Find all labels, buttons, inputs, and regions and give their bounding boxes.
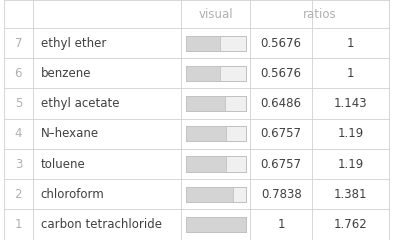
Text: 3: 3 — [15, 157, 22, 171]
Bar — [186, 187, 233, 202]
Text: carbon tetrachloride: carbon tetrachloride — [40, 218, 162, 231]
Text: 2: 2 — [15, 188, 22, 201]
Bar — [186, 36, 220, 51]
Text: 1.19: 1.19 — [338, 127, 364, 140]
Text: 0.6486: 0.6486 — [261, 97, 302, 110]
Text: toluene: toluene — [40, 157, 85, 171]
Bar — [186, 66, 246, 81]
Text: 0.5676: 0.5676 — [261, 36, 302, 50]
Text: 4: 4 — [15, 127, 22, 140]
Bar — [186, 66, 220, 81]
Text: visual: visual — [198, 8, 233, 21]
Text: ratios: ratios — [303, 8, 336, 21]
Bar — [186, 36, 246, 51]
Text: 1: 1 — [347, 36, 354, 50]
Text: 1: 1 — [15, 218, 22, 231]
Bar — [186, 126, 246, 141]
Bar — [186, 217, 246, 232]
Text: chloroform: chloroform — [40, 188, 104, 201]
Text: 0.6757: 0.6757 — [261, 127, 302, 140]
Text: 1.381: 1.381 — [334, 188, 367, 201]
Bar — [186, 156, 246, 172]
Bar — [186, 217, 246, 232]
Text: 1: 1 — [347, 67, 354, 80]
Text: 0.6757: 0.6757 — [261, 157, 302, 171]
Bar — [186, 156, 246, 172]
Text: 1.762: 1.762 — [334, 218, 367, 231]
Text: 1.19: 1.19 — [338, 157, 364, 171]
Text: 0.5676: 0.5676 — [261, 67, 302, 80]
Text: 1.143: 1.143 — [334, 97, 367, 110]
Bar — [186, 126, 246, 141]
Text: 0.7838: 0.7838 — [261, 188, 301, 201]
Bar — [186, 156, 226, 172]
Text: ethyl ether: ethyl ether — [40, 36, 106, 50]
Text: 1: 1 — [277, 218, 285, 231]
Text: ethyl acetate: ethyl acetate — [40, 97, 119, 110]
Bar — [186, 126, 226, 141]
Text: 7: 7 — [15, 36, 22, 50]
Bar — [186, 96, 225, 111]
Bar — [186, 217, 246, 232]
Bar — [186, 187, 246, 202]
Text: benzene: benzene — [40, 67, 91, 80]
Bar — [186, 36, 246, 51]
Text: N–hexane: N–hexane — [40, 127, 99, 140]
Bar — [186, 66, 246, 81]
Bar — [186, 96, 246, 111]
Bar — [186, 96, 246, 111]
Text: 5: 5 — [15, 97, 22, 110]
Bar — [186, 187, 246, 202]
Text: 6: 6 — [15, 67, 22, 80]
